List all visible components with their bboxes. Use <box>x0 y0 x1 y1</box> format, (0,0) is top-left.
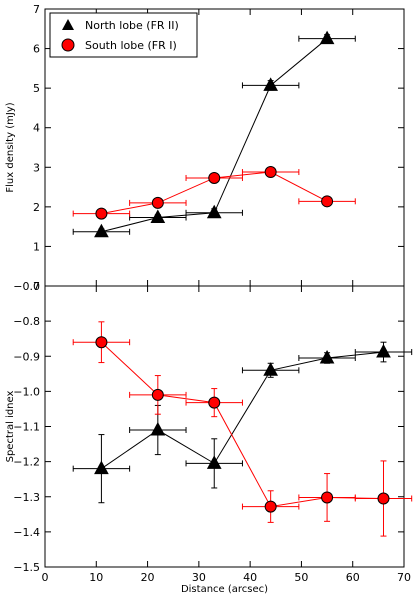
x-axis-label: Distance (arcsec) <box>181 584 268 595</box>
y-tick-label: −0.7 <box>13 280 40 293</box>
x-tick-label: 60 <box>346 571 360 584</box>
x-tick-label: 40 <box>243 571 257 584</box>
data-point-triangle <box>150 421 166 436</box>
data-point-triangle <box>319 30 335 45</box>
series-south-lobe <box>72 166 356 220</box>
data-point-circle <box>95 207 108 220</box>
y-tick-label: −1.5 <box>13 561 40 574</box>
chart-panel-flux: 0 1 2 3 4 5 6 7 Flux density (mJy) North lobe (FR… <box>5 3 405 293</box>
x-tick-label: 30 <box>192 571 206 584</box>
data-point-triangle <box>206 204 222 219</box>
data-point-circle <box>264 500 277 513</box>
chart-panel-spectral-index: −1.5−1.4−1.3−1.2−1.1−1.0−0.9−0.8−0.70 10 2… <box>5 280 413 595</box>
y-tick-label: −1.1 <box>13 421 40 434</box>
x-tick-label: 50 <box>294 571 308 584</box>
data-point-circle <box>377 492 390 505</box>
legend-label: North lobe (FR II) <box>85 19 179 32</box>
data-point-triangle <box>206 455 222 469</box>
y-tick-label: −1.0 <box>13 385 40 398</box>
series-line <box>101 341 384 508</box>
series-south-lobe <box>72 321 413 537</box>
data-point-triangle <box>376 343 391 358</box>
series-north-lobe <box>72 30 356 238</box>
y-tick-label: 7 <box>33 3 40 16</box>
data-point-triangle <box>319 349 335 364</box>
legend: North lobe (FR II) South lobe (FR I) <box>49 12 198 58</box>
data-point-triangle <box>263 362 278 376</box>
data-point-circle <box>151 388 164 401</box>
y-tick-label: 5 <box>33 82 40 95</box>
y-tick-label: −1.4 <box>13 526 40 539</box>
series-line <box>101 351 384 470</box>
data-point-circle <box>151 196 164 209</box>
data-point-triangle <box>94 460 109 475</box>
data-point-circle <box>321 195 334 208</box>
data-point-triangle <box>150 209 166 224</box>
x-tick-label: 10 <box>89 571 103 584</box>
y-tick-label: 1 <box>33 240 40 253</box>
y-tick-label: −0.9 <box>13 350 40 363</box>
plot-frame <box>44 285 405 568</box>
y-tick-label: −1.3 <box>13 491 40 504</box>
y-tick-label: −0.8 <box>13 315 40 328</box>
y-axis-label: Spectral idnex <box>5 391 16 463</box>
data-point-circle <box>208 396 221 409</box>
data-point-circle <box>95 336 108 349</box>
y-axis-label: Flux density (mJy) <box>5 102 16 192</box>
x-tick-label: 0 <box>42 571 49 584</box>
y-tick-label: 4 <box>33 122 40 135</box>
y-tick-label: 0 <box>33 280 40 293</box>
x-tick-label: 20 <box>141 571 155 584</box>
x-tick-label: 70 <box>397 571 411 584</box>
legend-marker-triangle <box>62 19 74 30</box>
series-north-lobe <box>72 341 413 504</box>
legend-label: South lobe (FR I) <box>85 39 177 52</box>
legend-box <box>49 12 198 58</box>
data-point-circle <box>264 166 277 179</box>
data-point-circle <box>321 491 334 504</box>
data-point-triangle <box>263 77 278 91</box>
y-tick-label: 3 <box>33 161 40 174</box>
data-point-triangle <box>94 223 109 238</box>
data-point-circle <box>208 171 221 184</box>
y-tick-label: 2 <box>33 201 40 214</box>
y-tick-label: −1.2 <box>13 456 40 469</box>
y-tick-label: 6 <box>33 43 40 56</box>
legend-marker-circle <box>61 38 75 52</box>
